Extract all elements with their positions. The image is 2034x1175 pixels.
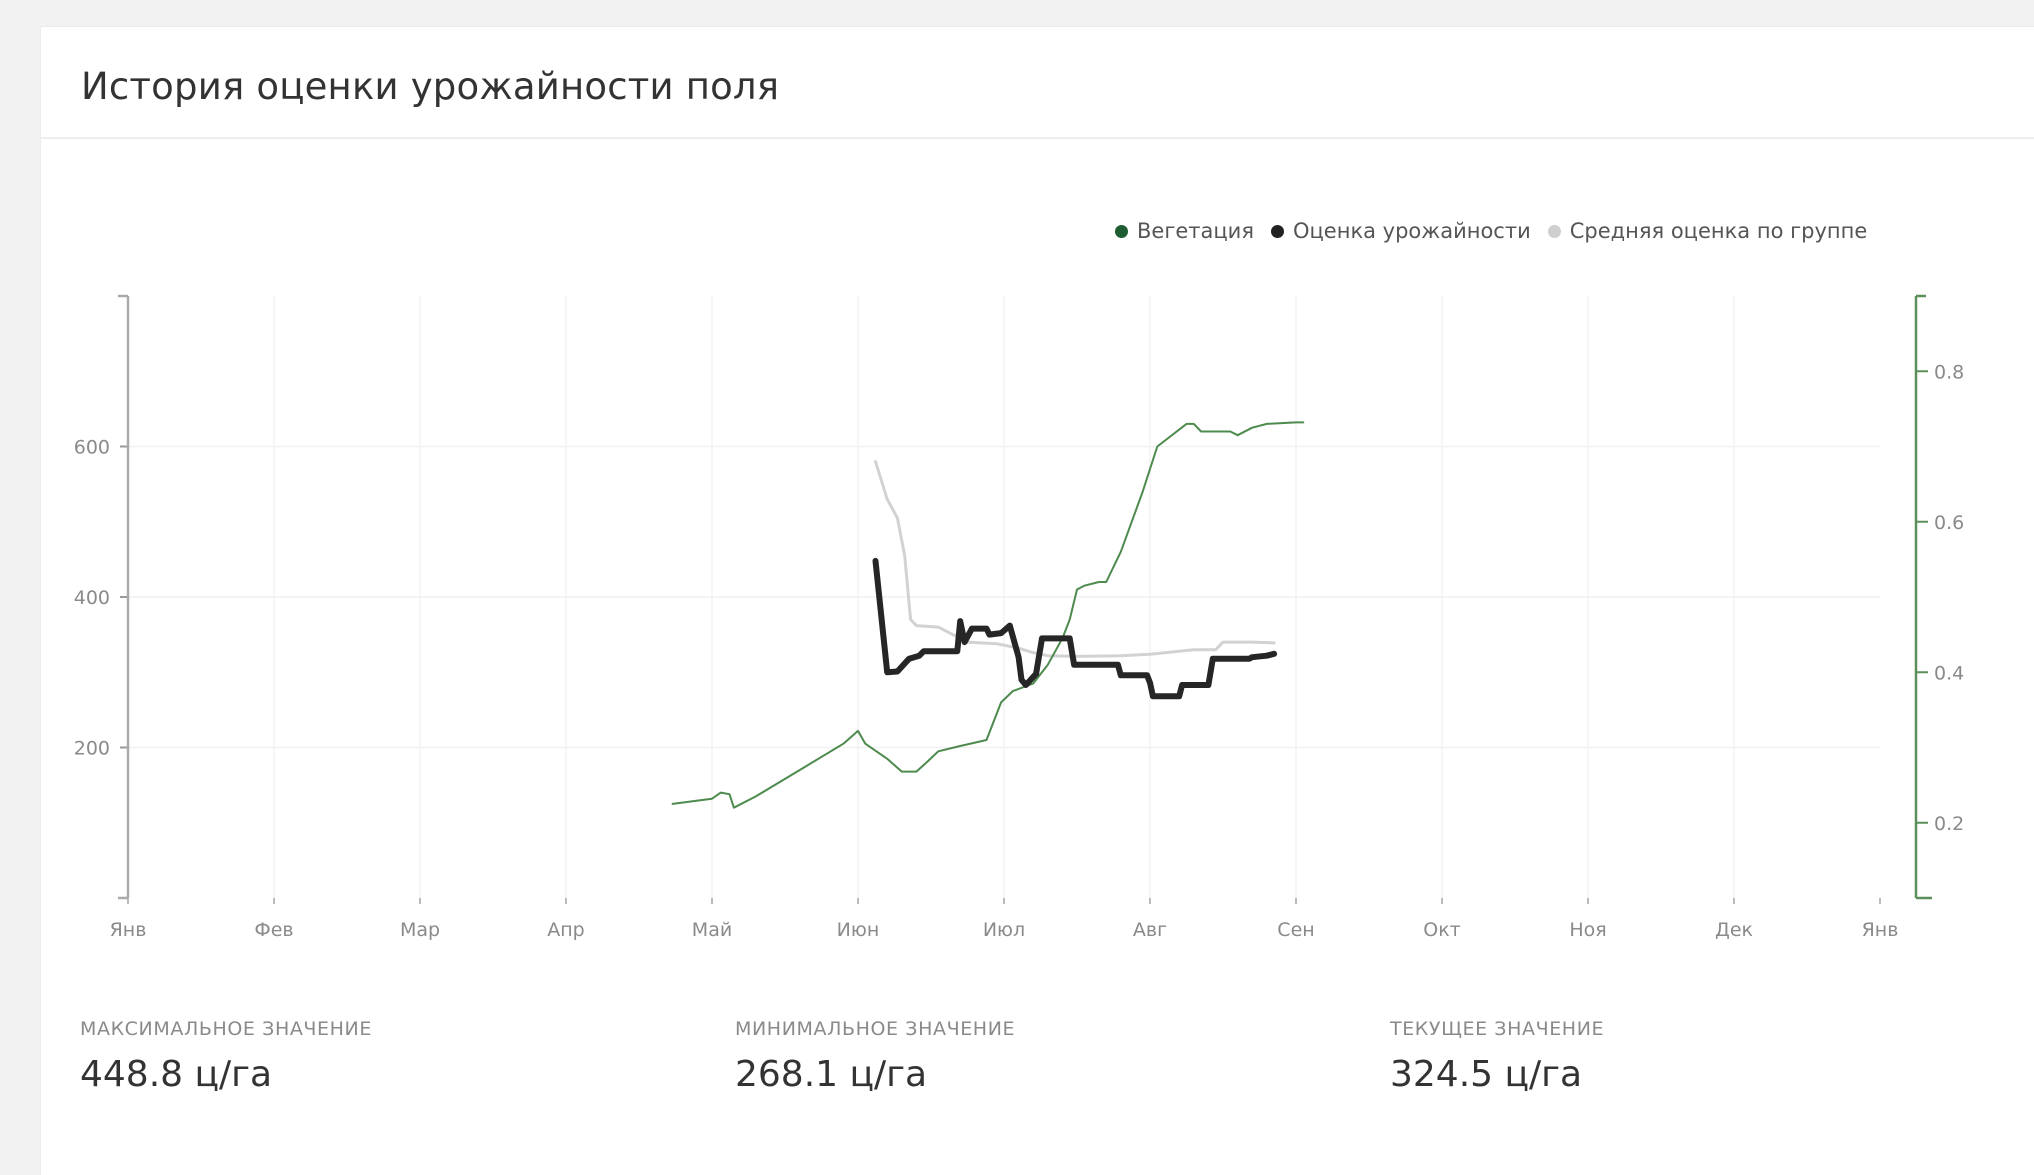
series-line-1: [872, 557, 1278, 700]
x-tick-label: Фев: [254, 919, 293, 941]
y-left-tick-label: 200: [74, 738, 110, 760]
x-tick-label: Окт: [1423, 919, 1461, 941]
stat-max-value: 448.8 ц/га: [80, 1054, 273, 1095]
x-tick-label: Янв: [110, 919, 147, 941]
legend-item-group-average[interactable]: Средняя оценка по группе: [1547, 219, 1868, 243]
x-tick-label: Мар: [400, 919, 440, 941]
stat-min-label: МИНИМАЛЬНОЕ ЗНАЧЕНИЕ: [735, 1018, 1016, 1040]
y-right-tick-label: 0.4: [1934, 662, 1964, 684]
legend-label-yield-estimate: Оценка урожайности: [1292, 219, 1531, 243]
x-tick-label: Июн: [837, 919, 880, 941]
series-line-2: [874, 460, 1276, 658]
y-right-tick-label: 0.6: [1934, 512, 1964, 534]
x-tick-label: Янв: [1862, 919, 1899, 941]
x-tick-label: Апр: [547, 919, 584, 941]
stat-min: МИНИМАЛЬНОЕ ЗНАЧЕНИЕ 268.1 ц/га: [735, 1018, 1015, 1095]
legend-item-vegetation[interactable]: Вегетация: [1115, 219, 1254, 243]
x-tick-label: Ноя: [1569, 919, 1606, 941]
y-right-tick-label: 0.8: [1934, 361, 1964, 383]
y-left-tick-label: 400: [74, 587, 110, 609]
legend-dot-yield-estimate: [1270, 224, 1284, 238]
stat-min-value: 268.1 ц/га: [735, 1054, 928, 1095]
legend-label-vegetation: Вегетация: [1137, 219, 1254, 243]
stat-current-label: ТЕКУЩЕЕ ЗНАЧЕНИЕ: [1390, 1018, 1605, 1040]
card-header: История оценки урожайности поля: [41, 27, 2034, 139]
legend-label-group-average: Средняя оценка по группе: [1569, 219, 1868, 243]
card-title: История оценки урожайности поля: [81, 65, 780, 108]
chart-legend: Вегетация Оценка урожайности Средняя оце…: [1115, 218, 1884, 244]
x-tick-label: Сен: [1277, 919, 1314, 941]
x-tick-label: Июл: [983, 919, 1025, 941]
y-right-tick-label: 0.2: [1934, 813, 1964, 835]
x-tick-label: Авг: [1133, 919, 1167, 941]
yield-history-card: История оценки урожайности поля: [40, 26, 2034, 1175]
x-tick-label: Май: [692, 919, 732, 941]
stat-max: МАКСИМАЛЬНОЕ ЗНАЧЕНИЕ 448.8 ц/га: [80, 1018, 372, 1095]
stat-current-value: 324.5 ц/га: [1390, 1054, 1583, 1095]
x-tick-label: Дек: [1715, 919, 1753, 941]
stat-max-label: МАКСИМАЛЬНОЕ ЗНАЧЕНИЕ: [80, 1018, 372, 1040]
series-line-0: [671, 421, 1305, 809]
legend-item-yield-estimate[interactable]: Оценка урожайности: [1270, 219, 1531, 243]
y-left-tick-label: 600: [74, 437, 110, 459]
stat-current: ТЕКУЩЕЕ ЗНАЧЕНИЕ 324.5 ц/га: [1390, 1018, 1604, 1095]
legend-dot-vegetation: [1115, 224, 1128, 238]
legend-dot-group-average: [1547, 224, 1561, 238]
